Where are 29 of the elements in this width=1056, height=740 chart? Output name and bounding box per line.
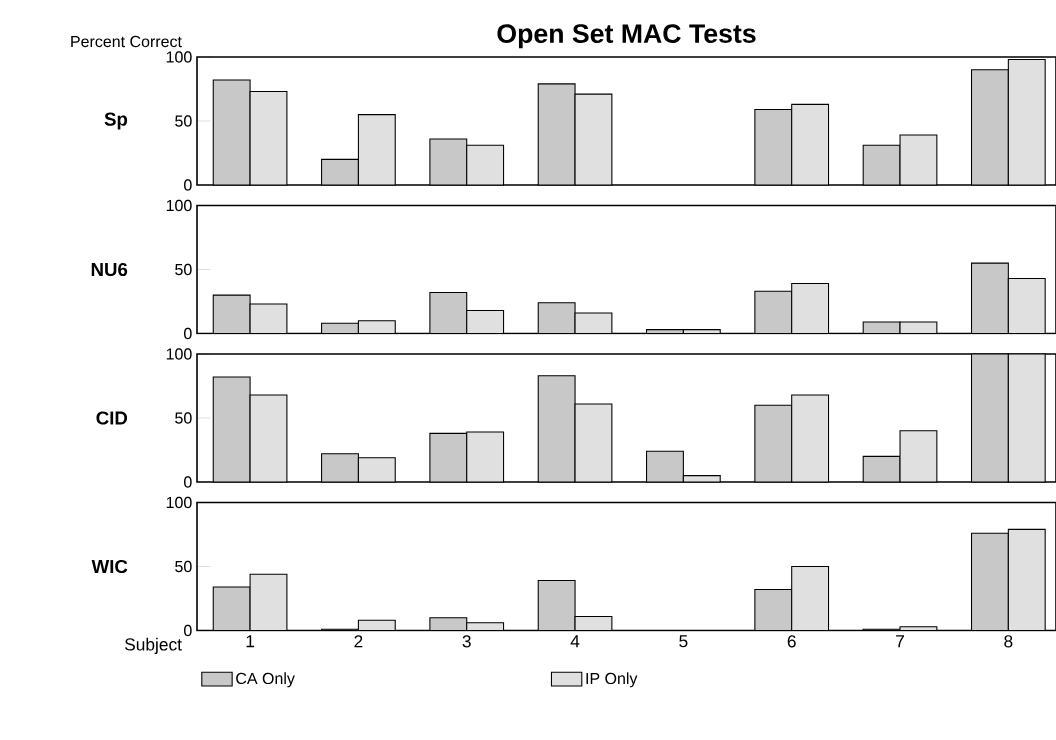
- x-tick-label: 8: [1004, 635, 1013, 648]
- y-tick-label: 0: [184, 179, 192, 191]
- chart-title: Open Set MAC Tests: [497, 24, 756, 49]
- y-tick-label: 50: [175, 115, 192, 127]
- y-tick-label: 50: [175, 412, 192, 424]
- y-tick-label: 50: [175, 560, 192, 573]
- y-tick-label: 100: [166, 348, 192, 360]
- y-axis-title: Sp: [104, 112, 128, 130]
- y-tick-label: 100: [166, 51, 192, 63]
- y-tick-label: 100: [166, 199, 192, 212]
- x-axis-title: Subject: [124, 637, 182, 655]
- y-tick-label: 100: [166, 496, 192, 509]
- legend-label: CA Only: [236, 672, 295, 688]
- x-tick-label: 1: [246, 635, 255, 648]
- y-axis-title: CID: [96, 411, 128, 425]
- x-tick-label: 7: [896, 635, 904, 648]
- x-tick-label: 2: [354, 635, 363, 648]
- legend-label: IP Only: [586, 672, 638, 688]
- y-axis-title: WIC: [91, 559, 128, 574]
- x-tick-label: 4: [570, 635, 580, 648]
- y-tick-label: 0: [184, 327, 192, 340]
- x-tick-label: 5: [679, 635, 688, 648]
- y-axis-title: NU6: [91, 262, 128, 277]
- y-tick-label: 50: [175, 263, 192, 276]
- x-tick-label: 3: [462, 635, 471, 648]
- text: Percent Correct: [71, 35, 182, 48]
- y-tick-label: 0: [184, 476, 192, 488]
- x-tick-label: 6: [787, 635, 796, 648]
- y-tick-label: 0: [184, 624, 192, 637]
